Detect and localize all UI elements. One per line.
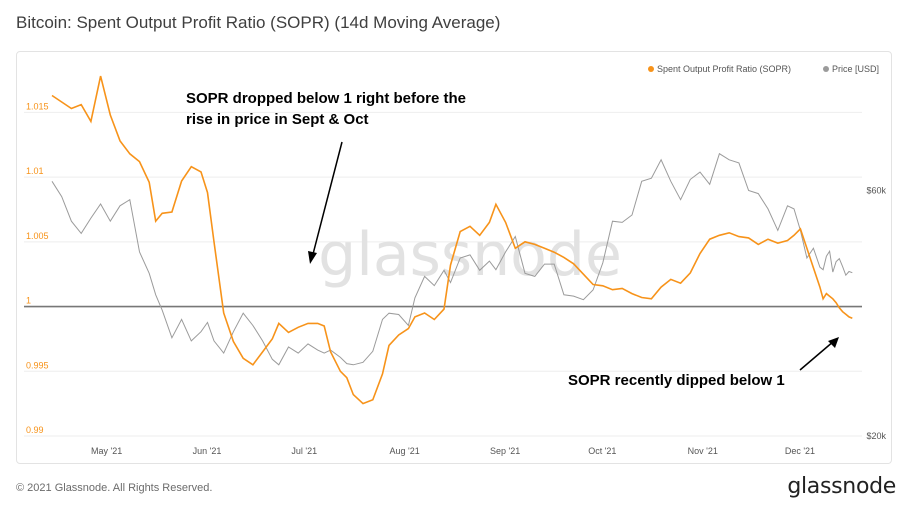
legend: Spent Output Profit Ratio (SOPR) Price [… xyxy=(648,64,879,74)
annotation-top-arrowhead xyxy=(308,251,317,264)
page-title: Bitcoin: Spent Output Profit Ratio (SOPR… xyxy=(16,13,501,32)
x-tick-label: Jun '21 xyxy=(193,446,222,456)
copyright: © 2021 Glassnode. All Rights Reserved. xyxy=(16,482,213,494)
y-left-tick-label: 1.01 xyxy=(26,166,44,176)
y-left-tick-label: 1 xyxy=(26,296,31,306)
y-left-tick-label: 1.005 xyxy=(26,231,49,241)
x-tick-label: Aug '21 xyxy=(390,446,420,456)
x-tick-label: Nov '21 xyxy=(688,446,718,456)
legend-sopr-marker xyxy=(648,66,654,72)
y-right-tick-label: $60k xyxy=(866,185,886,195)
x-axis: May '21 Jun '21 Jul '21 Aug '21 Sep '21 Oct '… xyxy=(91,446,815,456)
x-tick-label: Jul '21 xyxy=(291,446,317,456)
legend-price-marker xyxy=(823,66,829,72)
y-left-tick-label: 1.015 xyxy=(26,101,49,111)
x-tick-label: Sep '21 xyxy=(490,446,520,456)
glassnode-logo: glassnode xyxy=(787,474,896,499)
y-left-tick-label: 0.99 xyxy=(26,425,44,435)
x-tick-label: May '21 xyxy=(91,446,122,456)
x-tick-label: Oct '21 xyxy=(588,446,616,456)
grid-lines xyxy=(24,111,862,437)
y-left-tick-label: 0.995 xyxy=(26,360,49,370)
annotation-top-arrow xyxy=(311,141,343,259)
price-line xyxy=(51,152,853,366)
annotation-top-line1: SOPR dropped below 1 right before the xyxy=(186,90,466,107)
y-axis-left: 0.99 0.995 1 1.005 1.01 1.015 xyxy=(26,101,49,435)
legend-sopr-label: Spent Output Profit Ratio (SOPR) xyxy=(657,64,791,74)
annotation-bottom-arrow xyxy=(799,340,835,371)
annotation-top-line2: rise in price in Sept & Oct xyxy=(186,111,369,128)
sopr-line xyxy=(51,75,853,405)
y-axis-right: $20k $60k xyxy=(866,185,886,441)
legend-price-label: Price [USD] xyxy=(832,64,879,74)
x-tick-label: Dec '21 xyxy=(785,446,815,456)
chart-card xyxy=(16,51,892,464)
annotation-bottom: SOPR recently dipped below 1 xyxy=(568,372,785,389)
annotation-bottom-arrowhead xyxy=(828,337,839,348)
y-right-tick-label: $20k xyxy=(866,431,886,441)
